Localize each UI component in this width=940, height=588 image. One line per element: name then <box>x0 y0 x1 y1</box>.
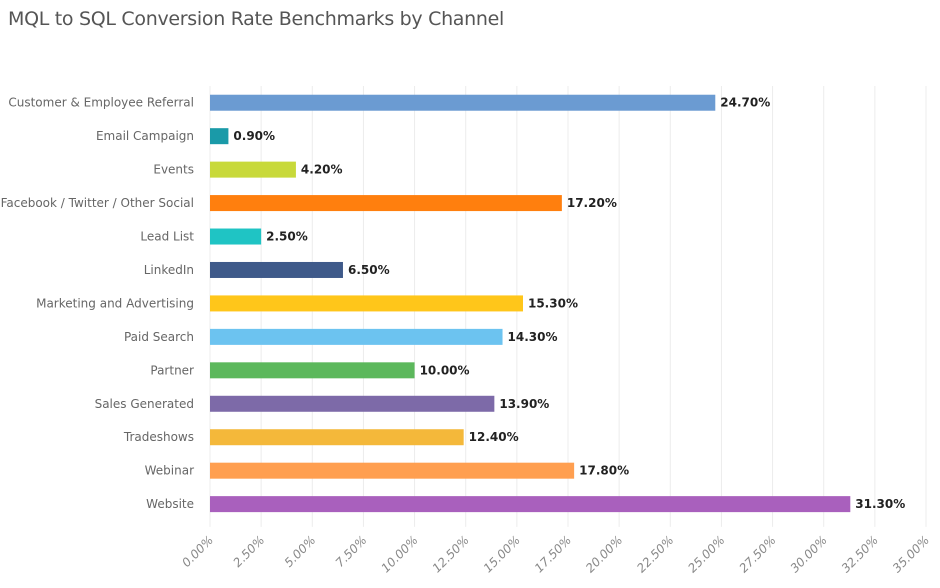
category-label: Website <box>146 497 194 511</box>
category-label: Paid Search <box>124 330 194 344</box>
bar <box>210 295 523 312</box>
bar <box>210 462 575 479</box>
category-label: Lead List <box>140 230 194 244</box>
category-label: Customer & Employee Referral <box>8 96 194 110</box>
category-label: Email Campaign <box>96 129 194 143</box>
x-tick-label: 22.50% <box>634 533 676 575</box>
x-tick-label: 35.00% <box>890 533 932 575</box>
data-label: 12.40% <box>469 430 519 444</box>
x-tick-label: 17.50% <box>532 533 574 575</box>
x-tick-label: 5.00% <box>282 533 319 570</box>
x-tick-label: 12.50% <box>430 533 472 575</box>
bar <box>210 128 229 145</box>
category-label: Webinar <box>145 464 194 478</box>
bar <box>210 228 262 245</box>
x-tick-label: 30.00% <box>788 533 830 575</box>
data-label: 2.50% <box>266 230 308 244</box>
x-tick-label: 15.00% <box>481 533 523 575</box>
x-tick-label: 25.00% <box>685 533 727 575</box>
category-label: Partner <box>150 363 194 377</box>
chart-title: MQL to SQL Conversion Rate Benchmarks by… <box>8 8 505 30</box>
x-tick-label: 0.00% <box>179 533 216 570</box>
bar <box>210 94 716 111</box>
x-tick-label: 7.50% <box>333 533 370 570</box>
x-tick-label: 27.50% <box>736 533 778 575</box>
category-label: Events <box>153 163 194 177</box>
bar <box>210 395 495 412</box>
x-tick-label: 10.00% <box>378 533 420 575</box>
data-label: 17.20% <box>567 196 617 210</box>
category-label: LinkedIn <box>144 263 194 277</box>
category-label: Sales Generated <box>95 397 194 411</box>
data-label: 4.20% <box>301 163 343 177</box>
x-tick-label: 20.00% <box>583 533 625 575</box>
x-tick-label: 2.50% <box>230 533 267 570</box>
bar <box>210 496 851 513</box>
data-label: 24.70% <box>720 96 770 110</box>
bar <box>210 195 562 212</box>
data-label: 15.30% <box>528 296 578 310</box>
data-label: 17.80% <box>579 464 629 478</box>
category-label: Facebook / Twitter / Other Social <box>1 196 194 210</box>
bar <box>210 161 296 178</box>
data-label: 14.30% <box>508 330 558 344</box>
data-label: 13.90% <box>499 397 549 411</box>
data-label: 10.00% <box>420 363 470 377</box>
data-label: 0.90% <box>233 129 275 143</box>
bar <box>210 362 415 379</box>
category-label: Marketing and Advertising <box>36 296 194 310</box>
bar <box>210 261 343 278</box>
bar <box>210 429 464 446</box>
category-label: Tradeshows <box>123 430 194 444</box>
data-label: 31.30% <box>855 497 905 511</box>
x-tick-label: 32.50% <box>839 533 881 575</box>
bar <box>210 328 503 345</box>
data-label: 6.50% <box>348 263 390 277</box>
